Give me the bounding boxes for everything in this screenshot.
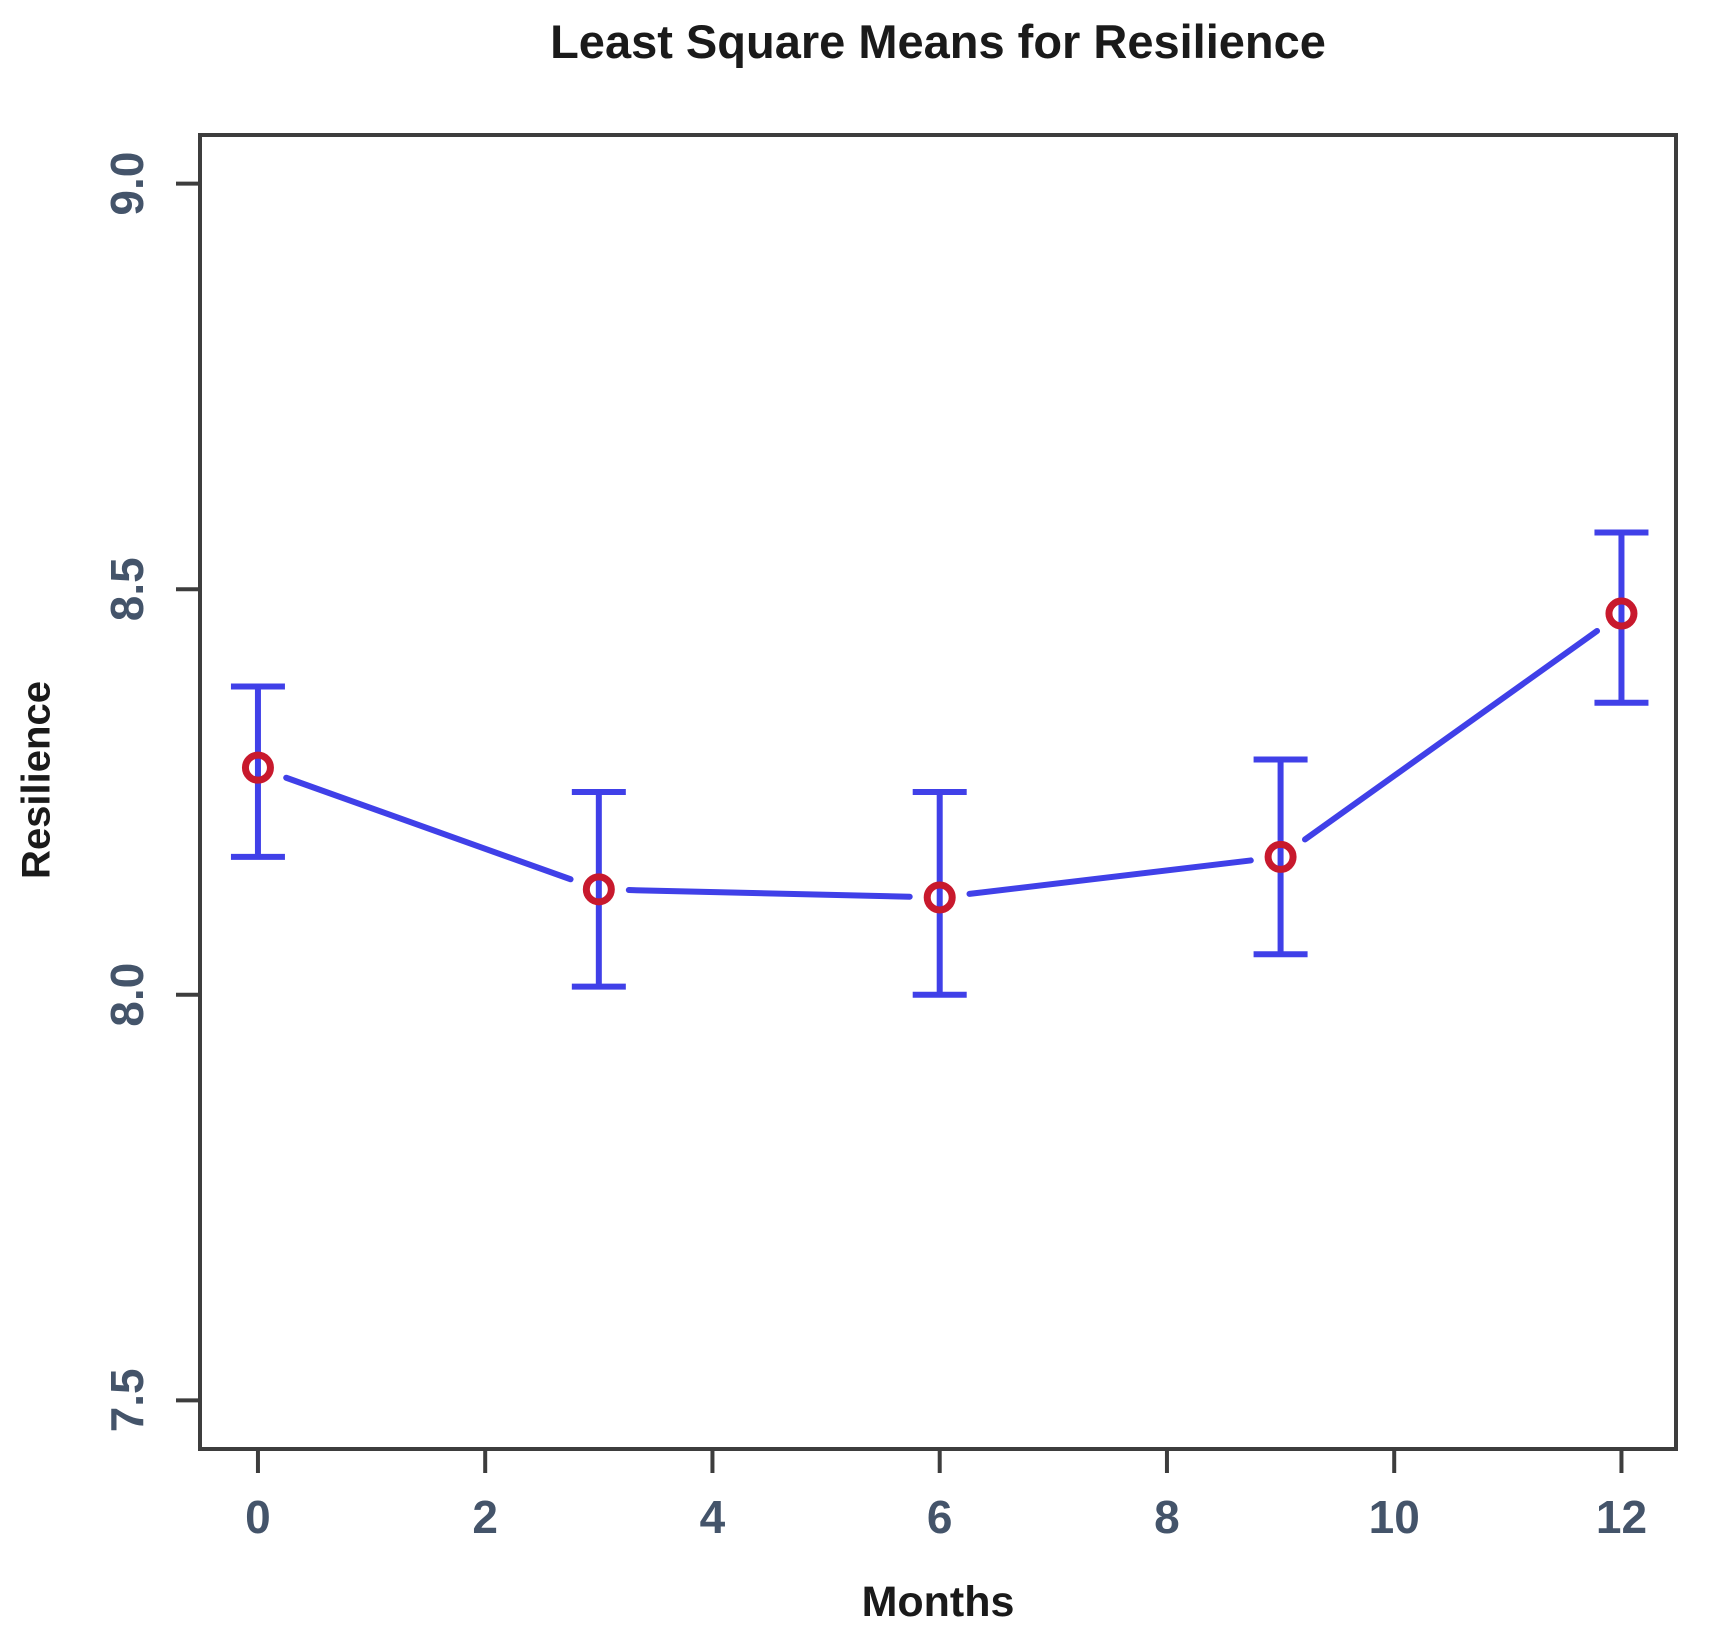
series-line-segment [966,857,1254,897]
data-point-marker [582,873,615,906]
data-point-marker [923,881,956,914]
x-tick-label: 4 [700,1491,726,1543]
x-tick-label: 6 [927,1491,953,1543]
data-point-marker [241,751,274,784]
data-point-marker [1605,597,1638,630]
x-tick-label: 8 [1154,1491,1180,1543]
x-tick-label: 12 [1596,1491,1647,1543]
y-tick-label: 7.5 [101,1368,153,1432]
x-tick-label: 0 [245,1491,271,1543]
x-tick-label: 2 [472,1491,498,1543]
y-axis-label: Resilience [14,681,59,879]
series-line-segment [283,774,574,883]
y-tick-label: 9.0 [101,152,153,216]
series-line-segment [625,887,913,900]
y-tick-label: 8.5 [101,557,153,621]
x-axis-label: Months [861,1578,1015,1626]
chart-title: Least Square Means for Resilience [550,15,1326,68]
data-point-marker [1264,840,1297,873]
y-tick-label: 8.0 [101,963,153,1027]
x-tick-label: 10 [1369,1491,1420,1543]
series-line-segment [1301,627,1601,843]
